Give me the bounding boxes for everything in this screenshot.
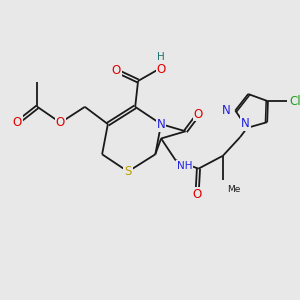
Text: NH: NH — [177, 161, 192, 171]
Text: N: N — [241, 117, 250, 130]
Text: Me: Me — [227, 184, 241, 194]
Text: O: O — [56, 116, 65, 129]
Text: Cl: Cl — [290, 95, 300, 108]
Text: O: O — [112, 64, 121, 77]
Text: O: O — [192, 188, 202, 201]
Text: H: H — [157, 52, 165, 61]
Text: N: N — [157, 118, 166, 130]
Text: N: N — [222, 104, 231, 117]
Text: O: O — [13, 116, 22, 129]
Text: O: O — [194, 107, 203, 121]
Text: O: O — [157, 63, 166, 76]
Text: S: S — [124, 165, 132, 178]
